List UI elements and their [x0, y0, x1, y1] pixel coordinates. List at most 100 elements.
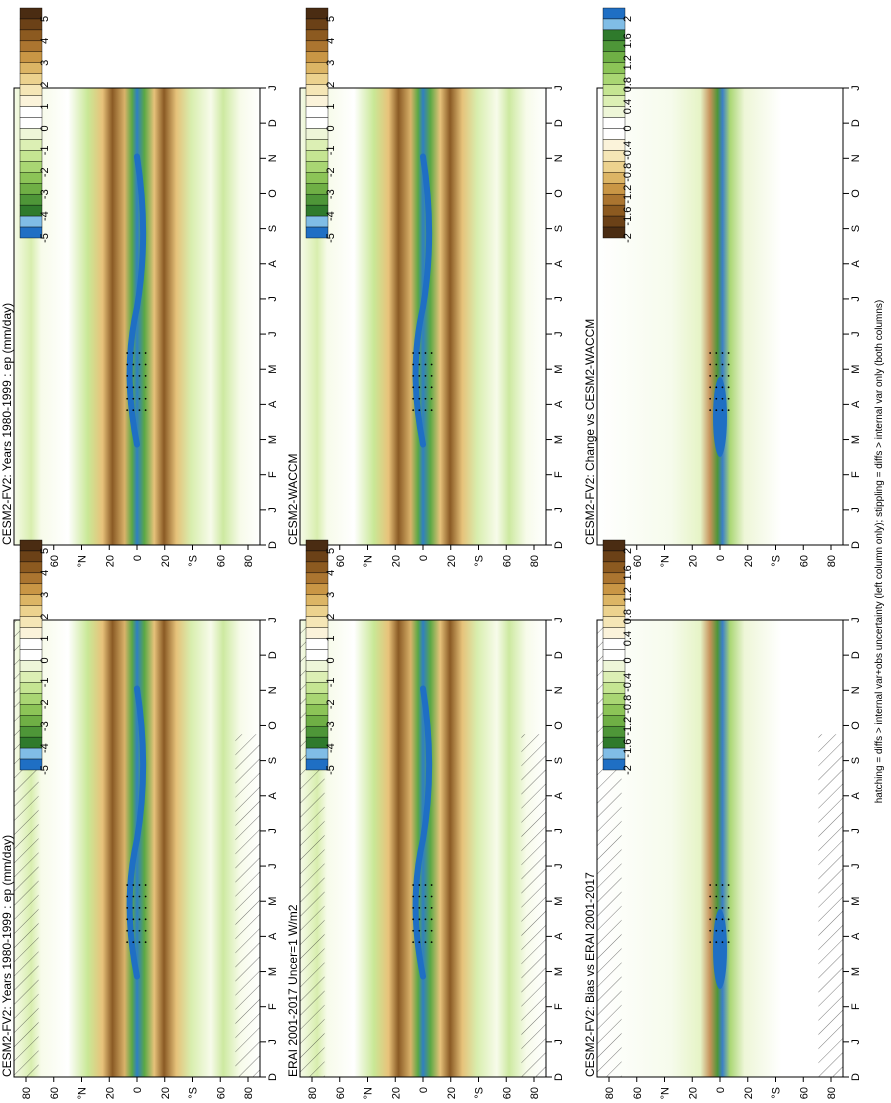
- colorbar-label: -5: [39, 233, 51, 243]
- colorbar-label: 0: [325, 657, 337, 663]
- stipple-dot: [715, 929, 718, 932]
- stipple-dot: [424, 918, 427, 921]
- colorbar-label: 3: [325, 60, 337, 66]
- y-tick-label: 20: [743, 1087, 755, 1099]
- x-tick-label: J: [267, 863, 279, 869]
- x-tick-label: A: [553, 932, 565, 940]
- stipple-dot: [430, 907, 433, 909]
- x-tick-label: N: [850, 686, 862, 694]
- colorbar-label: -4: [39, 743, 51, 753]
- x-tick-label: D: [850, 651, 862, 659]
- stipple-dot: [138, 895, 141, 898]
- colorbar-label: -1.2: [622, 717, 634, 736]
- colorbar-label: 3: [325, 592, 337, 598]
- x-tick-label: A: [267, 791, 279, 799]
- stipple-dot: [721, 397, 724, 400]
- colorbar-label: 5: [39, 548, 51, 554]
- stipple-dot: [709, 409, 712, 412]
- x-tick-label: M: [553, 435, 565, 444]
- stipple-dot: [709, 929, 712, 932]
- x-tick-label: A: [850, 259, 862, 267]
- y-tick-label: 0: [132, 555, 144, 561]
- y-tick-label: 80: [21, 1087, 33, 1099]
- stipple-dot: [138, 918, 141, 921]
- stipple-dot: [709, 941, 712, 944]
- colorbar-label: 1.2: [622, 587, 634, 602]
- colorbar-label: -2: [325, 167, 337, 177]
- x-tick-label: F: [850, 1003, 862, 1010]
- hatching-south: [235, 734, 260, 1077]
- stipple-dot: [144, 929, 147, 932]
- stipple-dot: [715, 409, 718, 412]
- colorbar-label: 0.8: [622, 77, 634, 92]
- stipple-dot: [430, 409, 433, 412]
- stipple-dot: [418, 386, 421, 389]
- stipple-dot: [132, 409, 135, 412]
- stipple-dot: [721, 918, 724, 921]
- colorbar-label: 2: [325, 82, 337, 88]
- x-tick-label: A: [850, 400, 862, 408]
- x-tick-label: A: [267, 400, 279, 408]
- colorbar-label: 2: [39, 614, 51, 620]
- hatching-south: [521, 734, 546, 1077]
- stipple-dot: [715, 895, 718, 898]
- panel-title: ERAI 2001-2017 Uncer=1 W/m2: [286, 904, 300, 1077]
- x-tick-label: J: [850, 85, 862, 91]
- panel-title: CESM2-FV2: Change vs CESM2-WACCM: [583, 319, 597, 545]
- colorbar-label: 0.4: [622, 631, 634, 646]
- stipple-dot: [132, 895, 135, 898]
- y-tick-label: 60: [798, 1087, 810, 1099]
- colorbar-label: -5: [325, 233, 337, 243]
- stipple-dot: [138, 929, 141, 932]
- stipple-dot: [424, 397, 427, 400]
- stipple-dot: [418, 918, 421, 921]
- x-tick-label: M: [267, 897, 279, 906]
- x-tick-label: D: [267, 119, 279, 127]
- stipple-dot: [709, 397, 712, 400]
- colorbar-label: 1: [325, 636, 337, 642]
- colorbar-label: 4: [325, 570, 337, 576]
- y-tick-label: 20: [446, 555, 458, 567]
- stipple-dot: [418, 895, 421, 898]
- colorbar-label: 1.6: [622, 33, 634, 48]
- colorbar-label: 2: [622, 548, 634, 554]
- y-tick-label: 60: [335, 1087, 347, 1099]
- x-tick-label: N: [267, 154, 279, 162]
- stipple-dot: [424, 363, 427, 366]
- colorbar-label: -0.8: [622, 695, 634, 714]
- stipple-dot: [430, 363, 433, 366]
- stipple-dot: [727, 895, 730, 898]
- stipple-dot: [715, 941, 718, 944]
- x-tick-label: O: [553, 189, 565, 198]
- colorbar-swatch: [19, 758, 43, 771]
- y-tick-label: 20: [743, 555, 755, 567]
- stipple-dot: [412, 941, 415, 944]
- colorbar-label: 0: [325, 125, 337, 131]
- colorbar-label: -1.6: [622, 207, 634, 226]
- stipple-dot: [144, 363, 147, 366]
- y-tick-label: 60: [49, 1087, 61, 1099]
- y-tick-label: 80: [826, 1087, 838, 1099]
- x-tick-label: O: [553, 721, 565, 730]
- stipple-dot: [412, 352, 415, 354]
- stipple-dot: [138, 907, 141, 909]
- stipple-dot: [412, 409, 415, 412]
- colorbar-label: 1.2: [622, 55, 634, 70]
- panel-6: DJFMAMJJASONDJ8060°N20020°S6080CESM2-FV2…: [583, 85, 862, 567]
- colorbar-label: 2: [39, 82, 51, 88]
- stipple-dot: [430, 884, 433, 886]
- stipple-dot: [138, 884, 141, 886]
- x-tick-label: F: [553, 471, 565, 478]
- colorbar-label: 3: [39, 60, 51, 66]
- y-tick-label: °S: [474, 555, 486, 567]
- colorbar-field: 5 4 3 2 1 0 -1 -2 -3 -4 -5: [305, 539, 337, 775]
- stipple-dot: [132, 375, 135, 377]
- x-tick-label: M: [850, 967, 862, 976]
- stipple-dot: [709, 386, 712, 389]
- colorbar-label: 4: [39, 570, 51, 576]
- colorbar-label: 0: [39, 125, 51, 131]
- stipple-dot: [727, 929, 730, 932]
- colorbar-label: -2: [622, 233, 634, 243]
- x-tick-label: S: [850, 757, 862, 764]
